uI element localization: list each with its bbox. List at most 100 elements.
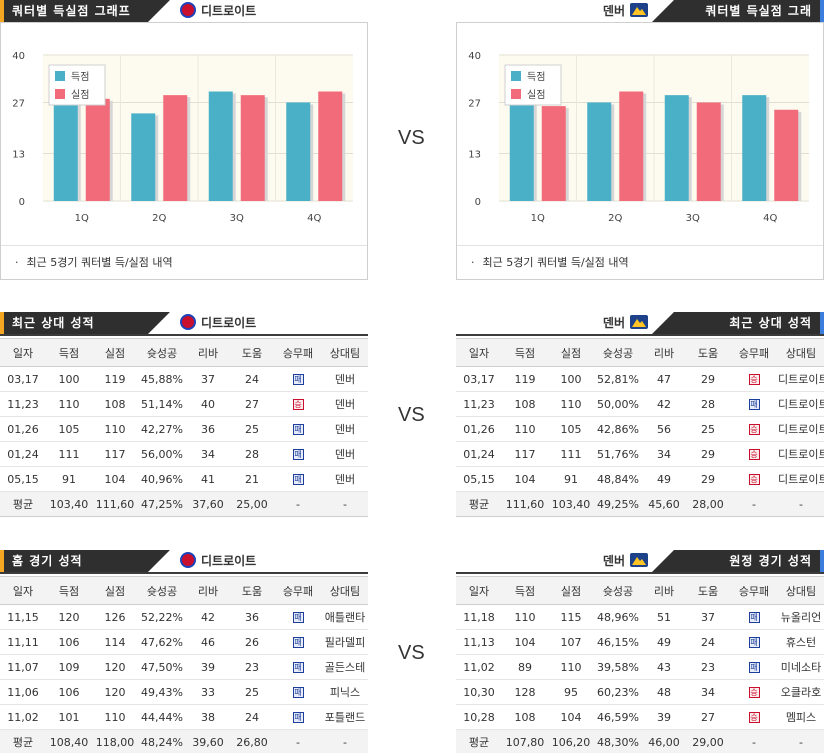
cell-pts: 104 bbox=[502, 466, 548, 492]
y-tick-label: 27 bbox=[468, 98, 481, 109]
x-tick-label: 1Q bbox=[75, 213, 89, 224]
cell-fg: 39,58% bbox=[594, 654, 642, 680]
table-row: 01,26 110 105 42,86% 56 25 승 디트로이트 bbox=[456, 416, 824, 442]
bar-scored bbox=[53, 102, 78, 201]
table-row: 05,15 91 104 40,96% 41 21 패 덴버 bbox=[0, 466, 368, 492]
cell-team: 덴버 bbox=[322, 441, 368, 467]
section-title: 최근 상대 성적 bbox=[0, 312, 170, 334]
cell-date: 11,13 bbox=[456, 629, 502, 655]
cell-team: 피닉스 bbox=[322, 679, 368, 705]
recent-results-table-left: 일자 득점 실점 슛성공 리바 도움 승무패 상대팀 03,17 100 119 45,88% 37 24… bbox=[0, 338, 368, 517]
cell-team: 디트로이트 bbox=[778, 441, 824, 467]
cell-result: 패 bbox=[730, 654, 778, 680]
cell-reb: 49 bbox=[642, 466, 686, 492]
cell-ast: 24 bbox=[686, 629, 730, 655]
legend-label: 실점 bbox=[527, 89, 545, 101]
cell-result: - bbox=[274, 729, 322, 753]
cell-result: 패 bbox=[730, 604, 778, 630]
cell-result: 패 bbox=[274, 629, 322, 655]
cell-date: 03,17 bbox=[456, 366, 502, 392]
legend-label: 실점 bbox=[71, 89, 89, 101]
header-underline bbox=[456, 572, 824, 574]
x-tick-label: 4Q bbox=[307, 213, 321, 224]
cell-team: - bbox=[778, 729, 824, 753]
legend-swatch bbox=[511, 89, 521, 99]
column-header: 리바 bbox=[642, 576, 686, 605]
cell-result: 승 bbox=[730, 679, 778, 705]
cell-ast: 24 bbox=[230, 366, 274, 392]
section-title: 홈 경기 성적 bbox=[0, 550, 170, 572]
cell-team: 오클라호 bbox=[778, 679, 824, 705]
x-tick-label: 3Q bbox=[686, 213, 700, 224]
cell-opp: 106,20 bbox=[548, 729, 594, 753]
cell-opp: 118,00 bbox=[92, 729, 138, 753]
x-tick-label: 3Q bbox=[230, 213, 244, 224]
cell-ast: 23 bbox=[230, 654, 274, 680]
cell-fg: 45,88% bbox=[138, 366, 186, 392]
vs-label: VS bbox=[398, 642, 425, 664]
cell-date: 평균 bbox=[0, 729, 46, 753]
cell-pts: 128 bbox=[502, 679, 548, 705]
cell-team: 디트로이트 bbox=[778, 391, 824, 417]
cell-pts: 106 bbox=[46, 629, 92, 655]
bar-scored bbox=[509, 102, 534, 201]
loss-badge-icon: 패 bbox=[292, 612, 304, 623]
win-badge-icon: 승 bbox=[292, 399, 304, 410]
team-name-right: 덴버 bbox=[603, 2, 648, 20]
cell-reb: 56 bbox=[642, 416, 686, 442]
column-header: 일자 bbox=[0, 338, 46, 367]
average-row: 평균 107,80 106,20 48,30% 46,00 29,00- - bbox=[456, 729, 824, 753]
cell-opp: 110 bbox=[548, 391, 594, 417]
cell-reb: 46 bbox=[186, 629, 230, 655]
cell-pts: 110 bbox=[502, 416, 548, 442]
cell-ast: 24 bbox=[230, 704, 274, 730]
cell-ast: 25 bbox=[686, 416, 730, 442]
column-header: 도움 bbox=[686, 576, 730, 605]
cell-team: - bbox=[322, 491, 368, 517]
loss-badge-icon: 패 bbox=[748, 637, 760, 648]
nuggets-logo-icon bbox=[630, 315, 648, 329]
column-header: 슛성공 bbox=[594, 576, 642, 605]
cell-pts: 105 bbox=[46, 416, 92, 442]
cell-result: 승 bbox=[730, 466, 778, 492]
y-tick-label: 27 bbox=[12, 98, 25, 109]
cell-date: 평균 bbox=[0, 491, 46, 517]
x-tick-label: 2Q bbox=[608, 213, 622, 224]
loss-badge-icon: 패 bbox=[292, 449, 304, 460]
cell-date: 11,18 bbox=[456, 604, 502, 630]
column-header: 일자 bbox=[456, 338, 502, 367]
team-name-right: 덴버 bbox=[603, 314, 648, 332]
table-row: 11,13 104 107 46,15% 49 24 패 휴스턴 bbox=[456, 629, 824, 655]
accent-bar bbox=[820, 0, 824, 22]
accent-bar bbox=[0, 0, 4, 22]
bar-allowed bbox=[541, 106, 566, 201]
cell-date: 11,15 bbox=[0, 604, 46, 630]
cell-team: 휴스턴 bbox=[778, 629, 824, 655]
cell-opp: 115 bbox=[548, 604, 594, 630]
cell-date: 01,26 bbox=[0, 416, 46, 442]
column-header: 승무패 bbox=[730, 576, 778, 605]
average-row: 평균 108,40 118,00 48,24% 39,60 26,80- - bbox=[0, 729, 368, 753]
cell-pts: 111,60 bbox=[502, 491, 548, 517]
cell-reb: 42 bbox=[186, 604, 230, 630]
cell-date: 10,28 bbox=[456, 704, 502, 730]
column-header: 실점 bbox=[548, 338, 594, 367]
cell-reb: 33 bbox=[186, 679, 230, 705]
cell-ast: 29 bbox=[686, 366, 730, 392]
table-row: 11,02 89 110 39,58% 43 23 패 미네소타 bbox=[456, 654, 824, 680]
cell-pts: 100 bbox=[46, 366, 92, 392]
header-underline bbox=[0, 334, 368, 336]
pistons-logo-icon bbox=[180, 314, 196, 330]
cell-pts: 108,40 bbox=[46, 729, 92, 753]
win-badge-icon: 승 bbox=[748, 424, 760, 435]
cell-result: - bbox=[274, 491, 322, 517]
chart-note: 최근 5경기 쿼터별 득/실점 내역 bbox=[1, 245, 367, 279]
table-row: 11,07 109 120 47,50% 39 23 패 골든스테 bbox=[0, 654, 368, 680]
cell-pts: 117 bbox=[502, 441, 548, 467]
bar-allowed bbox=[318, 91, 343, 201]
cell-fg: 47,62% bbox=[138, 629, 186, 655]
cell-pts: 101 bbox=[46, 704, 92, 730]
